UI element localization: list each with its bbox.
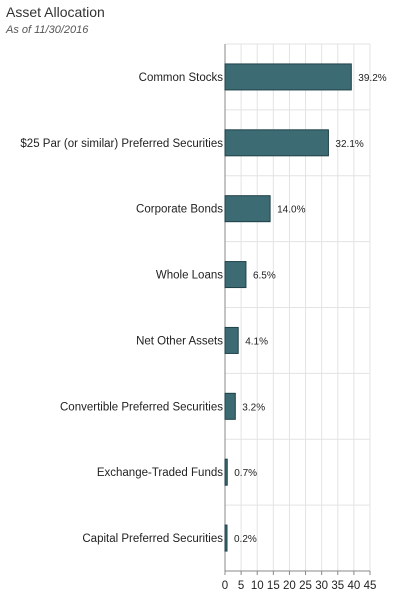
- bar: [224, 63, 352, 91]
- category-label: Exchange-Traded Funds: [97, 467, 223, 479]
- data-label: 14.0%: [277, 205, 305, 216]
- chart-subtitle: As of 11/30/2016: [6, 24, 89, 36]
- data-label: 0.7%: [234, 468, 257, 479]
- bar: [224, 326, 239, 354]
- x-tick-label: 15: [267, 580, 280, 592]
- category-label: Net Other Assets: [136, 335, 223, 347]
- category-label: Corporate Bonds: [136, 204, 223, 216]
- bar: [224, 458, 228, 486]
- category-label: Convertible Preferred Securities: [60, 401, 223, 413]
- x-tick-label: 10: [251, 580, 264, 592]
- data-label: 6.5%: [253, 271, 276, 282]
- x-tick-label: 40: [347, 580, 360, 592]
- x-tick-label: 45: [364, 580, 377, 592]
- x-tick-label: 5: [238, 580, 244, 592]
- bar: [224, 392, 236, 420]
- bar: [224, 129, 329, 157]
- data-label: 4.1%: [245, 336, 268, 347]
- data-label: 0.2%: [234, 534, 257, 545]
- data-label: 32.1%: [335, 139, 363, 150]
- x-tick-label: 30: [315, 580, 328, 592]
- bar: [224, 524, 228, 552]
- x-tick-label: 20: [283, 580, 296, 592]
- x-tick-label: 0: [222, 580, 228, 592]
- data-label: 3.2%: [242, 402, 265, 413]
- category-label: Whole Loans: [156, 270, 223, 282]
- data-label: 39.2%: [358, 73, 386, 84]
- bar: [224, 195, 271, 223]
- chart-title: Asset Allocation: [6, 4, 105, 20]
- x-tick-label: 25: [299, 580, 312, 592]
- category-label: $25 Par (or similar) Preferred Securitie…: [20, 138, 223, 150]
- category-label: Common Stocks: [139, 72, 224, 84]
- x-tick-label: 35: [331, 580, 344, 592]
- category-label: Capital Preferred Securities: [82, 533, 223, 545]
- bar: [224, 261, 247, 289]
